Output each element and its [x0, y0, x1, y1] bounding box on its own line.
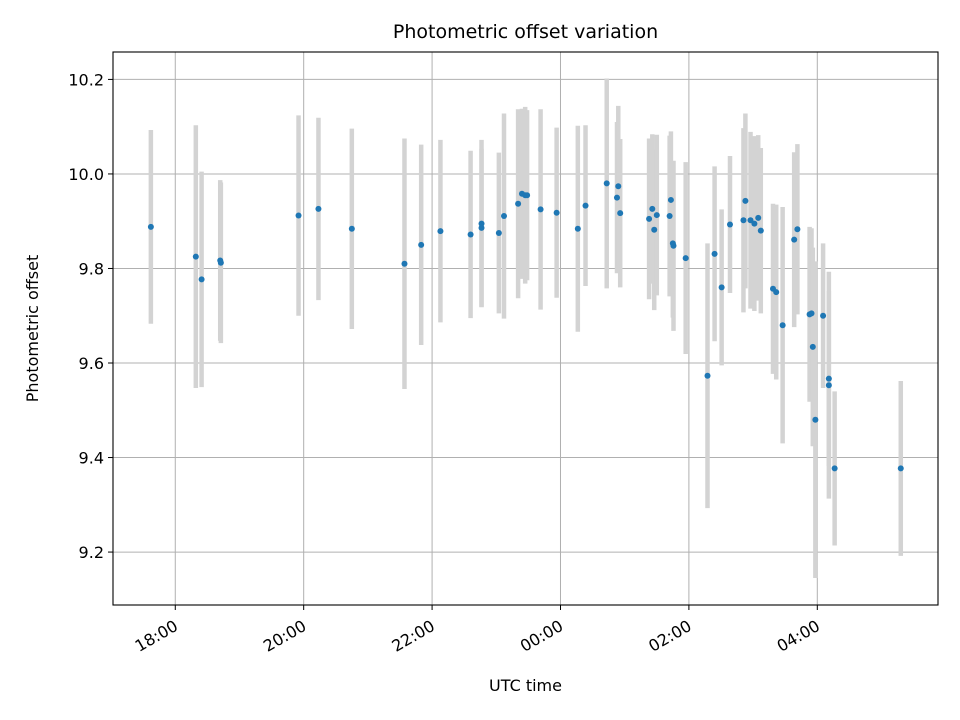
data-point — [791, 236, 798, 243]
data-point — [718, 284, 725, 291]
data-point — [670, 242, 677, 249]
y-tick-label: 10.0 — [68, 165, 104, 184]
data-point — [794, 226, 801, 233]
data-point — [348, 225, 355, 232]
data-point — [666, 213, 673, 220]
data-point — [757, 227, 764, 234]
data-point — [649, 205, 656, 212]
data-point — [740, 217, 747, 224]
data-point — [646, 215, 653, 222]
data-point — [651, 226, 658, 233]
data-point — [704, 372, 711, 379]
y-tick-label: 9.6 — [79, 354, 104, 373]
y-tick-label: 10.2 — [68, 70, 104, 89]
data-point — [825, 382, 832, 389]
data-point — [437, 228, 444, 235]
data-point — [217, 259, 224, 266]
data-point — [401, 260, 408, 267]
data-point — [809, 343, 816, 350]
data-point — [603, 180, 610, 187]
data-point — [478, 224, 485, 231]
data-point — [500, 213, 507, 220]
y-axis-label: Photometric offset — [23, 255, 42, 403]
data-point — [897, 465, 904, 472]
chart-title: Photometric offset variation — [393, 21, 658, 43]
data-point — [726, 221, 733, 228]
y-tick-label: 9.8 — [79, 259, 104, 278]
data-point — [478, 220, 485, 227]
data-point — [613, 194, 620, 201]
data-point — [315, 205, 322, 212]
data-point — [820, 312, 827, 319]
data-point — [711, 250, 718, 257]
data-point — [574, 225, 581, 232]
y-tick-label: 9.4 — [79, 449, 104, 468]
data-point — [812, 416, 819, 423]
data-point — [779, 322, 786, 329]
data-point — [773, 289, 780, 296]
data-point — [198, 276, 205, 283]
data-point — [467, 231, 474, 238]
data-point — [495, 230, 502, 237]
data-point — [515, 200, 522, 207]
data-point — [742, 197, 749, 204]
data-point — [653, 212, 660, 219]
data-point — [667, 196, 674, 203]
data-point — [147, 223, 154, 230]
data-point — [615, 183, 622, 190]
data-point — [418, 241, 425, 248]
x-axis-label: UTC time — [489, 676, 562, 695]
data-point — [831, 465, 838, 472]
data-point — [582, 202, 589, 209]
data-points — [147, 180, 904, 472]
data-point — [295, 212, 302, 219]
y-tick-label: 9.2 — [79, 543, 104, 562]
data-point — [553, 209, 560, 216]
data-point — [524, 192, 531, 199]
data-point — [192, 253, 199, 260]
data-point — [808, 310, 815, 317]
plot-frame — [112, 51, 939, 606]
data-point — [682, 255, 689, 262]
data-point — [617, 210, 624, 217]
data-point — [537, 206, 544, 213]
data-point — [751, 220, 758, 227]
data-point — [755, 214, 762, 221]
data-point — [825, 375, 832, 382]
